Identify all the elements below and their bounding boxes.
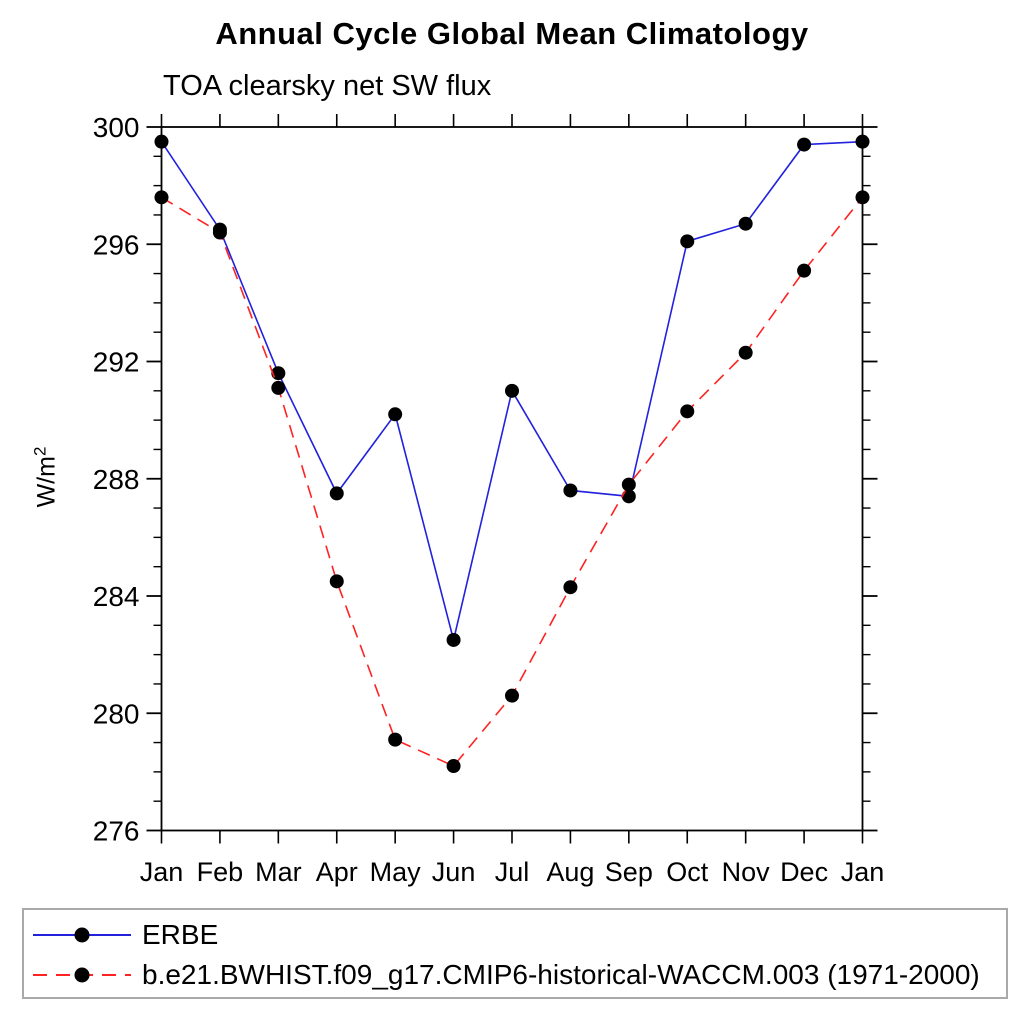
model-series-line <box>161 196 864 767</box>
model-series-markers <box>154 190 870 774</box>
y-tick-label: 300 <box>93 112 140 143</box>
legend-entry-erbe: ERBE <box>29 919 219 950</box>
y-tick-label: 284 <box>93 581 140 612</box>
y-tick-label: 288 <box>93 464 140 495</box>
x-tick-label: Aug <box>546 857 594 887</box>
x-tick-label: Jun <box>432 857 476 887</box>
legend-label-erbe: ERBE <box>142 919 219 950</box>
x-tick-label: Feb <box>197 857 244 887</box>
model-line-swatch-icon <box>33 967 131 983</box>
y-tick-label: 296 <box>93 229 140 260</box>
y-tick-label: 292 <box>93 347 140 378</box>
legend-entry-model: b.e21.BWHIST.f09_g17.CMIP6-historical-WA… <box>29 959 980 990</box>
y-axis-ticks: 276 280 284 288 292 296 300 <box>93 112 878 847</box>
chart-subtitle: TOA clearsky net SW flux <box>163 70 492 102</box>
y-tick-label: 280 <box>93 698 140 729</box>
x-tick-label: Apr <box>316 857 358 887</box>
x-axis-ticks: Jan Feb Mar Apr May Jun Jul Aug Sep Oct Nov Dec Jan <box>140 114 885 887</box>
erbe-line-swatch-icon <box>33 927 131 943</box>
plot-frame <box>160 126 864 832</box>
x-tick-label: Oct <box>666 857 709 887</box>
legend: ERBE b.e21.BWHIST.f09_g17.CMIP6-historic… <box>22 908 1008 999</box>
x-tick-label: Mar <box>255 857 302 887</box>
erbe-series-markers <box>154 134 870 647</box>
x-tick-label: May <box>370 857 422 887</box>
x-tick-label: Nov <box>722 857 771 887</box>
x-tick-label: Jan <box>841 857 885 887</box>
legend-label-model: b.e21.BWHIST.f09_g17.CMIP6-historical-WA… <box>142 959 980 990</box>
x-tick-label: Sep <box>605 857 653 887</box>
x-tick-label: Jan <box>140 857 184 887</box>
x-tick-label: Dec <box>780 857 828 887</box>
x-tick-label: Jul <box>495 857 530 887</box>
y-tick-label: 276 <box>93 816 140 847</box>
chart-title: Annual Cycle Global Mean Climatology <box>215 16 809 51</box>
